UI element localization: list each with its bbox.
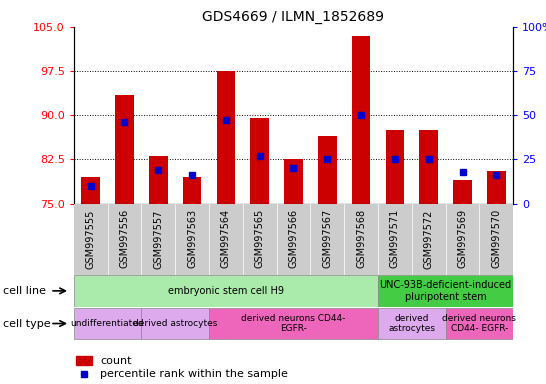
- Text: GSM997563: GSM997563: [187, 209, 197, 268]
- Text: GSM997572: GSM997572: [424, 209, 434, 268]
- Bar: [378, 204, 412, 275]
- Text: count: count: [100, 356, 132, 366]
- Bar: [81, 177, 100, 204]
- Bar: [115, 94, 134, 204]
- Bar: [446, 308, 513, 339]
- Text: GSM997566: GSM997566: [288, 209, 299, 268]
- Text: UNC-93B-deficient-induced
pluripotent stem: UNC-93B-deficient-induced pluripotent st…: [379, 280, 512, 302]
- Text: GSM997565: GSM997565: [254, 209, 265, 268]
- Bar: [108, 204, 141, 275]
- Bar: [419, 130, 438, 204]
- Bar: [149, 156, 168, 204]
- Bar: [217, 71, 235, 204]
- Text: undifferentiated: undifferentiated: [71, 319, 144, 328]
- Text: GSM997570: GSM997570: [491, 209, 501, 268]
- Bar: [74, 204, 108, 275]
- Bar: [76, 356, 92, 366]
- Bar: [284, 159, 303, 204]
- Text: derived
astrocytes: derived astrocytes: [388, 314, 435, 333]
- Bar: [385, 130, 404, 204]
- Bar: [446, 204, 479, 275]
- Bar: [74, 275, 378, 306]
- Text: GSM997569: GSM997569: [458, 209, 467, 268]
- Bar: [141, 204, 175, 275]
- Text: GSM997556: GSM997556: [120, 209, 129, 268]
- Title: GDS4669 / ILMN_1852689: GDS4669 / ILMN_1852689: [203, 10, 384, 25]
- Text: derived astrocytes: derived astrocytes: [133, 319, 217, 328]
- Text: GSM997557: GSM997557: [153, 209, 163, 268]
- Bar: [74, 308, 141, 339]
- Bar: [175, 204, 209, 275]
- Bar: [344, 204, 378, 275]
- Bar: [318, 136, 336, 204]
- Text: derived neurons CD44-
EGFR-: derived neurons CD44- EGFR-: [241, 314, 346, 333]
- Bar: [209, 204, 243, 275]
- Text: derived neurons
CD44- EGFR-: derived neurons CD44- EGFR-: [442, 314, 517, 333]
- Text: embryonic stem cell H9: embryonic stem cell H9: [168, 286, 284, 296]
- Text: cell line: cell line: [3, 286, 46, 296]
- Bar: [141, 308, 209, 339]
- Bar: [277, 204, 310, 275]
- Text: GSM997567: GSM997567: [322, 209, 333, 268]
- Text: GSM997564: GSM997564: [221, 209, 231, 268]
- Bar: [352, 36, 370, 204]
- Bar: [209, 308, 378, 339]
- Bar: [183, 177, 201, 204]
- Bar: [378, 308, 446, 339]
- Text: percentile rank within the sample: percentile rank within the sample: [100, 369, 288, 379]
- Text: cell type: cell type: [3, 318, 50, 329]
- Text: GSM997555: GSM997555: [86, 209, 96, 268]
- Bar: [487, 171, 506, 204]
- Text: GSM997568: GSM997568: [356, 209, 366, 268]
- Bar: [310, 204, 344, 275]
- Bar: [243, 204, 277, 275]
- Text: GSM997571: GSM997571: [390, 209, 400, 268]
- Bar: [378, 275, 513, 306]
- Bar: [251, 118, 269, 204]
- Bar: [453, 180, 472, 204]
- Bar: [412, 204, 446, 275]
- Bar: [479, 204, 513, 275]
